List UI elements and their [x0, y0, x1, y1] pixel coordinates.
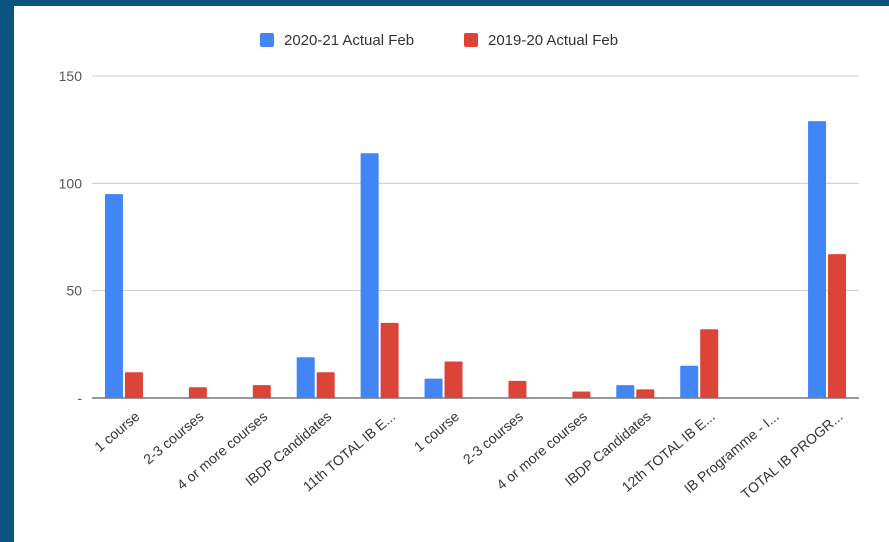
- bars: [104, 121, 847, 398]
- bar-series-2: [828, 254, 847, 398]
- category-label: 1 course: [411, 408, 463, 455]
- chart-frame: 2020-21 Actual Feb 2019-20 Actual Feb - 50…: [14, 6, 889, 542]
- bar-series-1: [104, 194, 123, 398]
- category-label: 2-3 courses: [460, 408, 526, 467]
- bar-series-2: [252, 385, 271, 398]
- bar-series-2: [188, 387, 207, 398]
- bar-series-2: [444, 361, 463, 398]
- bar-series-2: [636, 389, 655, 398]
- bar-series-2: [508, 380, 527, 398]
- legend-swatch: [464, 33, 478, 47]
- bar-series-2: [124, 372, 143, 398]
- bar-series-1: [360, 153, 379, 398]
- legend: 2020-21 Actual Feb 2019-20 Actual Feb: [260, 32, 618, 49]
- bar-series-2: [316, 372, 335, 398]
- legend-label: 2020-21 Actual Feb: [284, 32, 414, 49]
- y-axis-ticks: - 50 100 150: [59, 68, 83, 406]
- y-tick-label: 100: [59, 175, 83, 191]
- bar-series-1: [680, 365, 699, 398]
- category-label: 2-3 courses: [140, 408, 206, 467]
- category-label: 1 course: [91, 408, 143, 455]
- bar-chart: 2020-21 Actual Feb 2019-20 Actual Feb - 50…: [59, 32, 859, 502]
- bar-series-1: [616, 385, 635, 398]
- bar-series-2: [380, 322, 399, 398]
- bar-series-2: [572, 391, 591, 398]
- bar-series-1: [808, 121, 827, 398]
- bar-series-1: [424, 378, 443, 398]
- bar-series-1: [296, 357, 315, 398]
- y-tick-label: 50: [66, 283, 82, 299]
- gridlines: [92, 75, 859, 399]
- bar-series-2: [700, 329, 719, 398]
- y-tick-label: -: [77, 390, 82, 406]
- y-tick-label: 150: [59, 68, 83, 84]
- legend-swatch: [260, 33, 274, 47]
- legend-label: 2019-20 Actual Feb: [488, 32, 618, 49]
